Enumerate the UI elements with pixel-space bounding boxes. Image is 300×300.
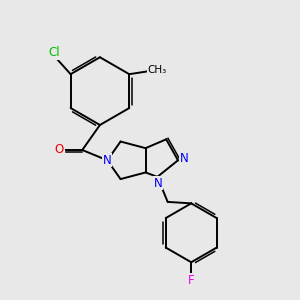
Text: N: N	[103, 154, 112, 167]
Text: N: N	[179, 152, 188, 165]
Text: O: O	[54, 143, 63, 157]
Text: Cl: Cl	[48, 46, 60, 59]
Text: F: F	[188, 274, 194, 287]
Text: CH₃: CH₃	[148, 65, 167, 75]
Text: N: N	[154, 177, 162, 190]
